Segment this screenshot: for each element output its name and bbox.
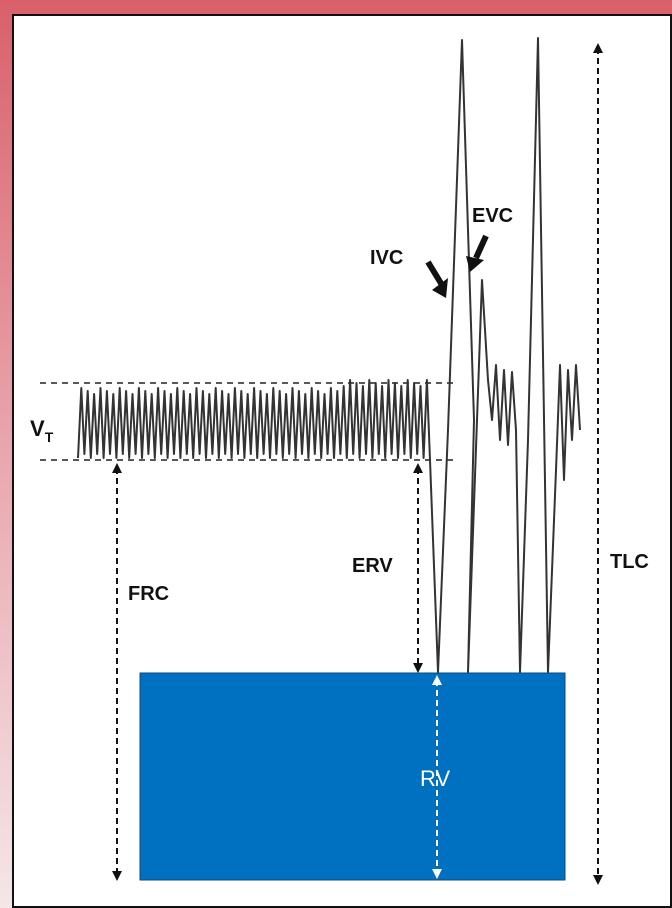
rv-box <box>140 673 565 880</box>
rv-label: RV <box>420 766 450 791</box>
ivc-pointer-icon <box>428 262 448 298</box>
ivc-label: IVC <box>370 247 403 269</box>
erv-label: ERV <box>352 555 393 577</box>
frc-label: FRC <box>128 583 169 605</box>
tlc-label: TLC <box>610 551 649 573</box>
evc-label: EVC <box>472 205 513 227</box>
spirometry-trace <box>78 38 580 672</box>
vt-label: VT <box>30 416 54 445</box>
